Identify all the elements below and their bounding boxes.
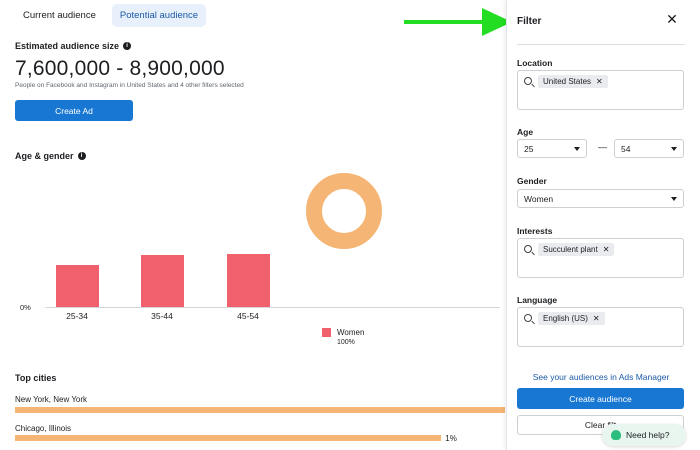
tab-potential-audience[interactable]: Potential audience <box>111 4 207 27</box>
language-label: Language <box>517 295 558 305</box>
age-min-value: 25 <box>524 144 534 154</box>
city-bar <box>15 407 505 413</box>
need-help-label: Need help? <box>626 430 670 440</box>
top-cities-heading: Top cities <box>15 373 56 383</box>
age-label: Age <box>517 127 534 137</box>
location-chip-label: United States <box>543 77 592 86</box>
gender-select[interactable]: Women <box>517 189 684 208</box>
age-category-label: 45-54 <box>237 311 259 321</box>
age-gender-title: Age & gender <box>15 151 74 161</box>
remove-chip-icon[interactable]: ✕ <box>596 77 603 86</box>
y-axis-zero-label: 0% <box>20 303 31 312</box>
donut-slice-women <box>306 173 382 249</box>
info-icon[interactable]: i <box>123 42 132 50</box>
interest-chip-label: Succulent plant <box>543 245 598 254</box>
legend-pct-women: 100% <box>337 339 355 346</box>
ads-manager-link[interactable]: See your audiences in Ads Manager <box>532 372 670 382</box>
location-field[interactable]: United States ✕ <box>517 70 684 110</box>
filter-panel: Filter ✕ Location United States ✕ Age 25… <box>506 0 700 450</box>
chevron-down-icon <box>574 147 580 151</box>
heart-icon <box>611 430 621 440</box>
estimated-audience-title: Estimated audience size <box>15 41 120 51</box>
interests-label: Interests <box>517 226 553 236</box>
gender-value: Women <box>524 194 554 204</box>
search-icon <box>524 314 532 322</box>
audience-size-range: 7,600,000 - 8,900,000 <box>15 57 225 80</box>
language-chip-label: English (US) <box>543 314 588 323</box>
filter-title: Filter <box>517 16 542 27</box>
remove-chip-icon[interactable]: ✕ <box>602 245 610 254</box>
top-cities-title: Top cities <box>15 373 57 383</box>
gender-label: Gender <box>517 176 547 186</box>
location-label: Location <box>517 58 553 68</box>
gender-donut-chart <box>306 173 382 249</box>
remove-chip-icon[interactable]: ✕ <box>592 314 600 323</box>
interests-field[interactable]: Succulent plant ✕ <box>517 238 684 278</box>
estimated-audience-heading: Estimated audience size i <box>15 41 132 51</box>
legend-label-women: Women <box>337 328 365 337</box>
age-bar-45-54 <box>226 253 270 307</box>
audience-tabs: Current audience Potential audience <box>15 4 207 27</box>
create-ad-button[interactable]: Create Ad <box>15 100 133 121</box>
chart-baseline <box>45 307 500 308</box>
age-range-dash: — <box>598 142 607 152</box>
need-help-button[interactable]: Need help? <box>602 424 686 446</box>
tab-current-audience[interactable]: Current audience <box>23 10 96 21</box>
city-percentage: 1% <box>445 434 457 443</box>
age-category-label: 25-34 <box>66 311 88 321</box>
city-name: New York, New York <box>15 395 88 404</box>
city-name: Chicago, Illinois <box>15 424 72 433</box>
legend-swatch-women <box>322 328 331 337</box>
location-chip: United States ✕ <box>538 75 608 88</box>
age-min-select[interactable]: 25 <box>517 139 587 158</box>
interest-chip: Succulent plant ✕ <box>538 243 615 256</box>
audience-size-note: People on Facebook and Instagram in Unit… <box>15 82 244 89</box>
age-bar-35-44 <box>140 255 184 307</box>
create-audience-button[interactable]: Create audience <box>517 388 684 409</box>
info-icon[interactable]: i <box>77 152 86 160</box>
panel-divider <box>517 44 685 45</box>
age-max-select[interactable]: 54 <box>614 139 684 158</box>
green-arrow-annotation <box>404 8 512 36</box>
age-bar-25-34 <box>55 265 99 307</box>
search-icon <box>524 77 532 85</box>
age-gender-heading: Age & gender i <box>15 151 86 161</box>
language-field[interactable]: English (US) ✕ <box>517 307 684 347</box>
search-icon <box>524 245 532 253</box>
language-chip: English (US) ✕ <box>538 312 605 325</box>
chart-legend: Women 100% <box>322 327 364 346</box>
city-bar <box>15 435 442 441</box>
age-max-value: 54 <box>621 144 631 154</box>
close-icon[interactable]: ✕ <box>666 11 678 27</box>
age-category-label: 35-44 <box>151 311 173 321</box>
chevron-down-icon <box>671 147 677 151</box>
chevron-down-icon <box>671 197 677 201</box>
